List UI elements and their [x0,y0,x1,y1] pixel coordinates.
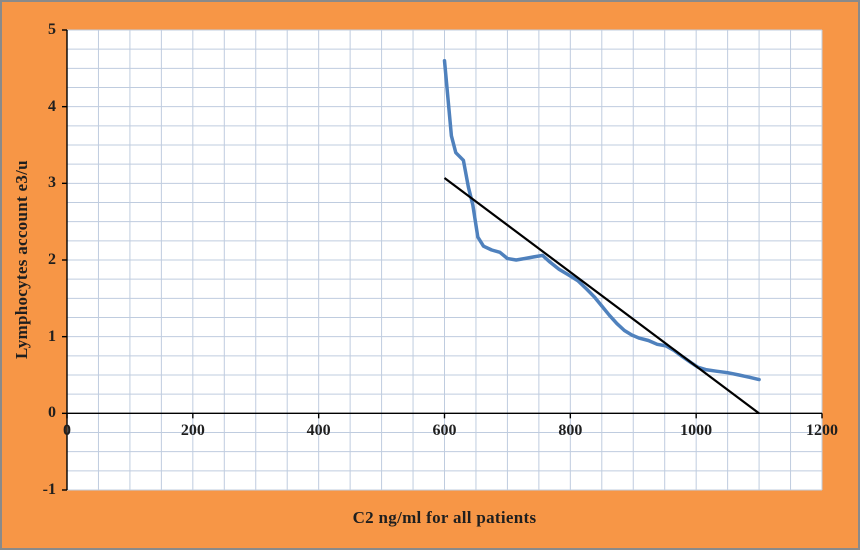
y-tick-label: 5 [48,21,56,38]
x-tick-label: 200 [180,422,205,440]
x-axis-title: C2 ng/ml for all patients [352,508,537,527]
x-tick-label: 800 [558,422,583,440]
y-tick-label: 3 [48,174,56,192]
x-tick-label: 400 [306,422,331,440]
x-tick-label: 1000 [680,422,713,440]
y-tick-label: 0 [48,404,56,422]
y-tick-label: 4 [48,97,56,115]
y-tick-label: -1 [42,481,56,498]
x-tick-label: 1200 [806,422,838,440]
y-tick-label: 2 [48,251,56,268]
y-axis-title: Lymphocytes account e3/u [12,160,31,360]
linear-trendline [443,177,760,415]
x-tick-label: 600 [432,422,457,440]
y-tick-label: 1 [48,327,56,345]
x-tick-label: 0 [63,422,71,440]
